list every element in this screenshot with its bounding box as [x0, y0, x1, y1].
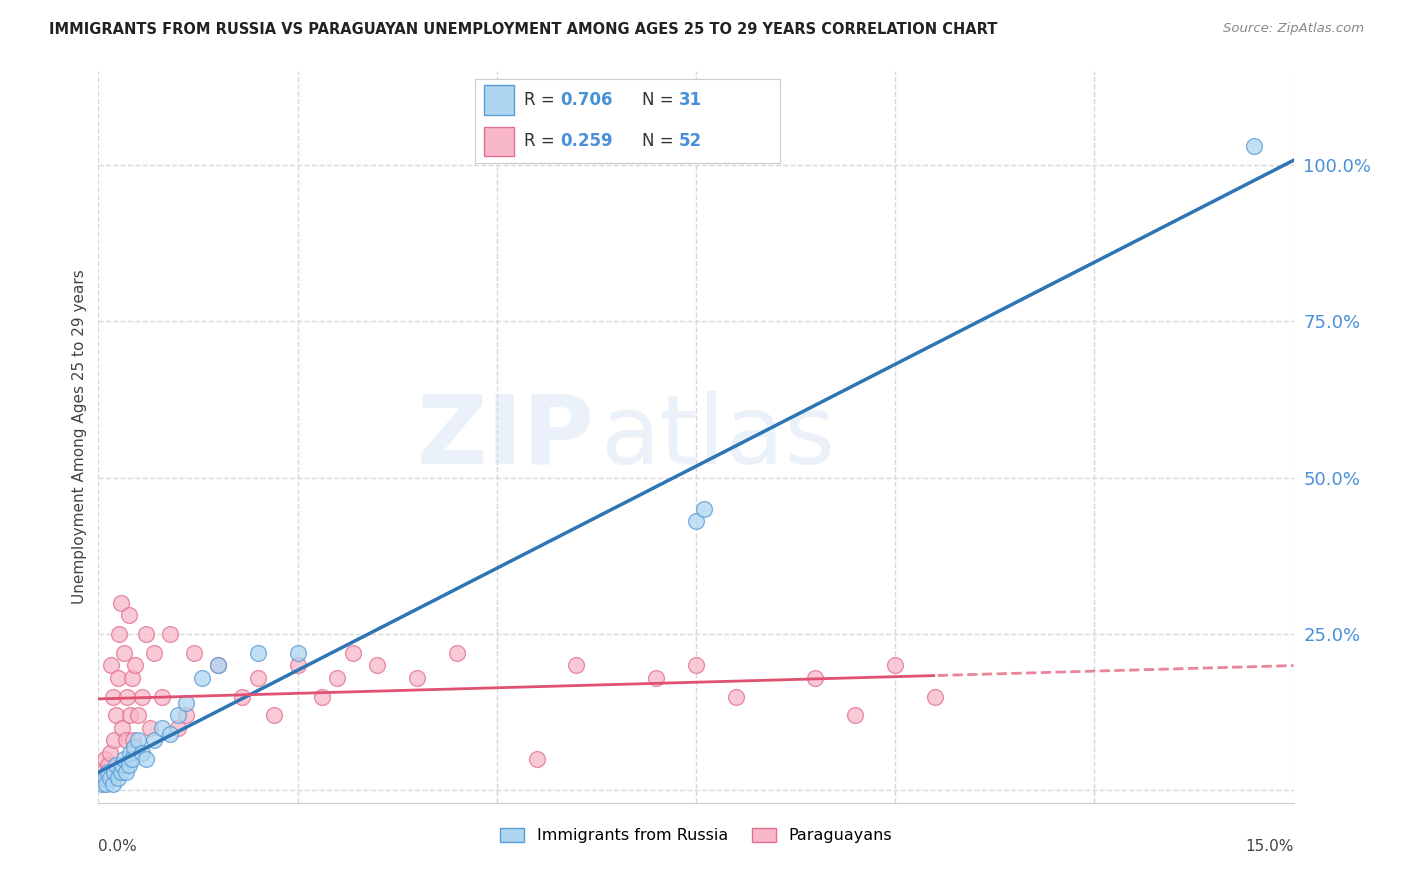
Point — [135, 627, 157, 641]
Point — [127, 733, 149, 747]
Point — [207, 658, 229, 673]
Point — [246, 646, 269, 660]
Point — [118, 758, 141, 772]
Point — [174, 696, 197, 710]
Point — [94, 771, 117, 785]
Point — [91, 777, 114, 791]
Point — [112, 646, 135, 660]
Point — [96, 771, 118, 785]
Text: 0.0%: 0.0% — [98, 839, 138, 855]
Point — [924, 690, 946, 704]
Point — [120, 746, 142, 760]
Point — [104, 758, 127, 772]
Point — [645, 671, 668, 685]
Point — [107, 771, 129, 785]
Point — [693, 502, 716, 516]
Point — [98, 746, 121, 760]
Point — [884, 658, 907, 673]
Point — [167, 721, 190, 735]
Point — [103, 764, 125, 779]
Point — [326, 671, 349, 685]
Point — [110, 596, 132, 610]
Point — [111, 758, 134, 772]
Point — [565, 658, 588, 673]
Point — [97, 764, 120, 779]
Text: IMMIGRANTS FROM RUSSIA VS PARAGUAYAN UNEMPLOYMENT AMONG AGES 25 TO 29 YEARS CORR: IMMIGRANTS FROM RUSSIA VS PARAGUAYAN UNE… — [49, 22, 998, 37]
Text: ZIP: ZIP — [416, 391, 595, 483]
Point — [207, 658, 229, 673]
Point — [100, 658, 122, 673]
Point — [143, 733, 166, 747]
Y-axis label: Unemployment Among Ages 25 to 29 years: Unemployment Among Ages 25 to 29 years — [72, 269, 87, 605]
Point — [115, 764, 138, 779]
Point — [191, 671, 214, 685]
Point — [107, 671, 129, 685]
Point — [90, 771, 112, 785]
Point — [120, 708, 142, 723]
Point — [111, 721, 134, 735]
Point — [103, 733, 125, 747]
Point — [159, 627, 181, 641]
Point — [174, 708, 197, 723]
Point — [110, 764, 132, 779]
Point — [114, 733, 136, 747]
Point — [446, 646, 468, 660]
Point — [131, 690, 153, 704]
Point — [150, 721, 173, 735]
Point — [98, 771, 122, 785]
Point — [124, 739, 146, 754]
Point — [124, 658, 146, 673]
Point — [127, 708, 149, 723]
Point — [263, 708, 285, 723]
Point — [150, 690, 173, 704]
Point — [135, 752, 157, 766]
Text: atlas: atlas — [600, 391, 835, 483]
Point — [406, 671, 429, 685]
Point — [101, 777, 124, 791]
Point — [724, 690, 747, 704]
Point — [685, 658, 707, 673]
Point — [112, 752, 135, 766]
Point — [94, 752, 117, 766]
Point — [139, 721, 162, 735]
Text: 15.0%: 15.0% — [1246, 839, 1294, 855]
Point — [97, 758, 120, 772]
Point — [96, 777, 118, 791]
Point — [311, 690, 333, 704]
Point — [101, 690, 124, 704]
Point — [183, 646, 205, 660]
Point — [122, 733, 145, 747]
Point — [167, 708, 190, 723]
Point — [1243, 139, 1265, 153]
Point — [118, 608, 141, 623]
Point — [131, 746, 153, 760]
Point — [844, 708, 866, 723]
Point — [804, 671, 827, 685]
Text: Source: ZipAtlas.com: Source: ZipAtlas.com — [1223, 22, 1364, 36]
Point — [121, 752, 143, 766]
Point — [115, 690, 138, 704]
Point — [121, 671, 143, 685]
Point — [108, 627, 131, 641]
Point — [366, 658, 388, 673]
Point — [143, 646, 166, 660]
Legend: Immigrants from Russia, Paraguayans: Immigrants from Russia, Paraguayans — [494, 822, 898, 850]
Point — [159, 727, 181, 741]
Point — [287, 646, 309, 660]
Point — [246, 671, 269, 685]
Point — [526, 752, 548, 766]
Point — [231, 690, 253, 704]
Point — [685, 515, 707, 529]
Point — [342, 646, 364, 660]
Point — [104, 708, 127, 723]
Point — [287, 658, 309, 673]
Point — [91, 764, 114, 779]
